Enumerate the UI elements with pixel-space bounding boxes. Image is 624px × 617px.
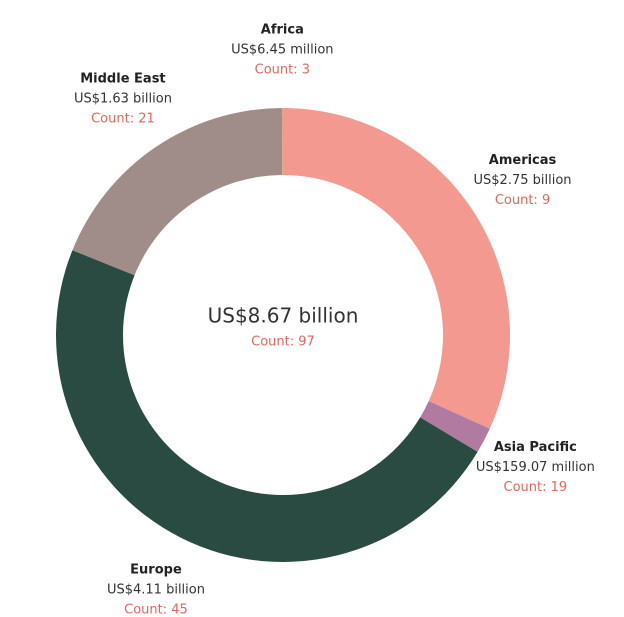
donut-slice [420,401,490,452]
slice-category: Europe [130,563,182,578]
slice-count-label: Count: 9 [495,193,550,208]
slice-category: Asia Pacific [494,440,577,455]
slice-category: Africa [261,23,304,38]
slice-value-label: US$6.45 million [231,43,333,58]
slice-value-label: US$2.75 billion [474,173,572,188]
total-count-label: Count: 97 [251,335,315,350]
donut-slice [283,108,510,429]
slice-count-label: Count: 45 [124,603,188,617]
slice-count-label: Count: 3 [255,63,310,78]
slice-value-label: US$159.07 million [476,460,595,475]
slice-category: Americas [489,153,557,168]
total-label: US$8.67 billion [208,304,359,328]
donut-slice [281,108,283,176]
slice-count-label: Count: 21 [91,112,155,127]
slice-value-label: US$4.11 billion [107,583,205,598]
slice-category: Middle East [80,72,165,87]
donut-slice [55,250,478,563]
donut-slice [72,108,283,276]
slice-value-label: US$1.63 billion [74,92,172,107]
slice-count-label: Count: 19 [504,480,568,495]
